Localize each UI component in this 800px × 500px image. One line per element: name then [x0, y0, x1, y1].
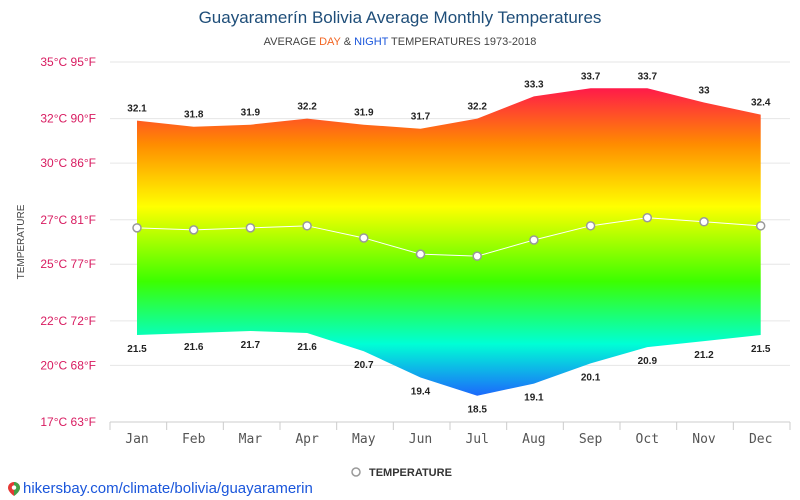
- average-marker: [755, 221, 766, 231]
- y-tick-label: 35°C 95°F: [40, 55, 96, 69]
- chart-subtitle: AVERAGE DAY & NIGHT TEMPERATURES 1973-20…: [0, 36, 800, 48]
- high-value-label: 31.9: [354, 108, 374, 119]
- chart-title: Guayaramerín Bolivia Average Monthly Tem…: [198, 8, 602, 27]
- y-tick-label: 27°C 81°F: [40, 213, 96, 227]
- low-value-label: 19.4: [411, 387, 431, 398]
- legend[interactable]: TEMPERATURE: [351, 467, 452, 479]
- x-tick-label: Dec: [749, 432, 772, 447]
- average-marker: [359, 233, 369, 243]
- high-value-label: 31.8: [184, 110, 204, 121]
- high-value-label: 32.2: [467, 102, 487, 113]
- average-marker: [642, 212, 653, 223]
- low-value-label: 19.1: [524, 393, 544, 404]
- x-tick-label: Nov: [692, 432, 716, 447]
- footer-link[interactable]: hikersbay.com/climate/bolivia/guayaramer…: [23, 480, 313, 497]
- average-marker: [245, 223, 256, 233]
- y-tick-label: 32°C 90°F: [40, 112, 96, 126]
- source-footer[interactable]: hikersbay.com/climate/bolivia/guayaramer…: [8, 480, 313, 497]
- y-axis: 17°C 63°F 20°C 68°F 22°C 72°F 25°C 77°F 27°C…: [40, 55, 96, 429]
- subtitle-day: DAY: [319, 36, 341, 48]
- x-tick-label: Apr: [295, 432, 319, 447]
- high-value-label: 33.3: [524, 79, 544, 90]
- x-tick-label: Jun: [409, 432, 432, 447]
- y-tick-label: 22°C 72°F: [40, 314, 96, 328]
- y-axis-label: TEMPERATURE: [16, 204, 27, 279]
- legend-label: TEMPERATURE: [369, 467, 452, 479]
- average-marker: [302, 221, 312, 231]
- average-marker: [585, 221, 596, 231]
- low-value-label: 21.5: [127, 344, 147, 355]
- low-value-label: 18.5: [467, 405, 487, 416]
- average-marker: [415, 249, 426, 259]
- low-value-label: 21.6: [184, 342, 204, 353]
- average-marker: [132, 223, 142, 233]
- average-temperature-line: [136, 217, 761, 257]
- x-tick-label: Jul: [465, 432, 488, 447]
- high-value-label: 32.1: [127, 104, 147, 115]
- subtitle-night: NIGHT: [354, 36, 389, 48]
- high-value-label: 33.7: [638, 71, 658, 82]
- low-value-label: 21.5: [751, 344, 771, 355]
- temperature-band: [137, 88, 761, 396]
- average-marker: [699, 217, 709, 227]
- high-value-label: 33.7: [581, 71, 601, 82]
- x-tick-label: Feb: [182, 432, 206, 447]
- subtitle-prefix: AVERAGE: [263, 36, 320, 48]
- subtitle-suffix: TEMPERATURES 1973-2018: [388, 36, 537, 48]
- subtitle-mid: &: [340, 36, 355, 48]
- high-value-label: 31.9: [241, 108, 261, 119]
- low-value-label: 21.2: [694, 350, 714, 361]
- location-pin-icon: [8, 481, 20, 496]
- data-labels: 32.1 31.8 31.9 32.2 31.9 31.7 32.2 33.3 33.7 33.7…: [127, 71, 771, 415]
- average-marker: [529, 235, 539, 245]
- x-axis: Jan Feb Mar Apr May Jun Jul Aug Sep Oct Nov Dec: [125, 432, 772, 447]
- average-markers: [132, 212, 766, 261]
- x-tick-label: Jan: [125, 432, 148, 447]
- high-value-label: 32.2: [297, 102, 317, 113]
- low-value-label: 21.6: [297, 342, 317, 353]
- x-tick-label: Aug: [522, 432, 545, 447]
- low-value-label: 20.9: [638, 356, 658, 367]
- x-tick-label: Sep: [579, 432, 603, 447]
- low-value-label: 21.7: [241, 340, 261, 351]
- x-tick-label: May: [352, 432, 376, 447]
- high-value-label: 31.7: [411, 112, 431, 123]
- high-value-label: 33: [698, 85, 710, 96]
- low-value-label: 20.1: [581, 372, 601, 383]
- high-value-label: 32.4: [751, 98, 771, 109]
- y-tick-label: 30°C 86°F: [40, 156, 96, 170]
- legend-marker-icon: [351, 467, 361, 477]
- low-value-label: 20.7: [354, 360, 374, 371]
- average-marker: [188, 225, 199, 235]
- x-tick-label: Mar: [239, 432, 263, 447]
- x-tick-label: Oct: [636, 432, 659, 447]
- y-tick-label: 17°C 63°F: [40, 415, 96, 429]
- y-tick-label: 25°C 77°F: [40, 257, 96, 271]
- y-tick-label: 20°C 68°F: [40, 358, 96, 372]
- average-marker: [472, 251, 482, 261]
